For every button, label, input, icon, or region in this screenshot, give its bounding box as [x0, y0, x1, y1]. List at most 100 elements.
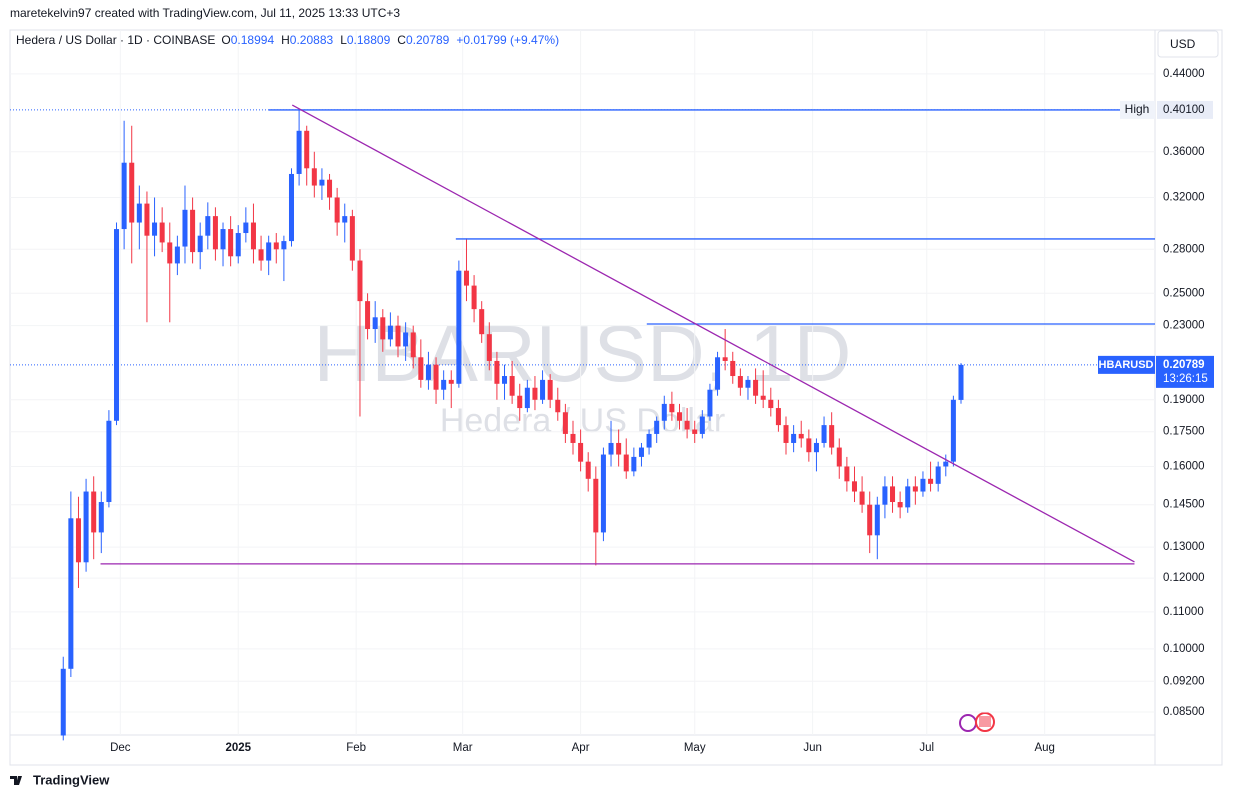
candle-body [882, 486, 888, 505]
footer-logo [10, 776, 22, 785]
candle-body [532, 387, 538, 400]
candle-body [798, 433, 804, 439]
candle-body [935, 466, 941, 484]
candle-body [319, 179, 325, 186]
candle-body [486, 334, 492, 361]
y-tick-label: 0.09200 [1163, 675, 1205, 687]
candle-body [570, 433, 576, 443]
candle-body [806, 438, 812, 453]
candle-body [235, 233, 241, 257]
y-tick-label: 0.12000 [1163, 572, 1205, 584]
candle-body [737, 376, 743, 388]
ohlc-field-value: 0.18994 [231, 33, 275, 47]
candle-body [441, 379, 447, 390]
candle-body [540, 379, 546, 400]
ohlc-field-label: C [397, 33, 406, 47]
candle-body [463, 270, 469, 286]
ohlc-field-label: H [281, 33, 290, 47]
candle-body [707, 389, 713, 417]
symbol-tag [1098, 355, 1155, 374]
candle-body [874, 504, 880, 536]
candle-body [258, 249, 264, 261]
attribution: maretekelvin97 created with TradingView.… [10, 6, 400, 20]
x-tick-label: Feb [346, 742, 366, 754]
candle-body [585, 461, 591, 479]
x-tick-label: Aug [1034, 742, 1054, 754]
candle-body [608, 442, 614, 455]
candle-body [684, 420, 690, 430]
y-tick-label: 0.36000 [1163, 146, 1205, 158]
candle-body [813, 442, 819, 453]
candle-body [562, 412, 568, 434]
candle-body [349, 216, 355, 261]
candle-body [631, 456, 637, 472]
event-icons [959, 712, 995, 732]
currency-label[interactable]: USD [1170, 37, 1196, 51]
candle-body [182, 209, 188, 247]
candle-body [791, 433, 797, 443]
y-tick-label: 0.28000 [1163, 243, 1205, 255]
y-tick-label: 0.08500 [1163, 706, 1205, 718]
candle-body [357, 260, 363, 302]
candle-body [661, 403, 667, 421]
x-tick-label: Dec [110, 742, 131, 754]
candle-body [129, 162, 135, 223]
y-tick-label: 0.16000 [1163, 461, 1205, 473]
currency-button[interactable] [1157, 30, 1219, 58]
candle-body [890, 486, 896, 503]
candle-body [98, 502, 104, 533]
candle-body [311, 168, 317, 186]
candle-body [578, 442, 584, 462]
candle-body [616, 442, 622, 455]
x-tick-label: May [684, 742, 706, 754]
candle-body [479, 309, 485, 335]
candle-body [943, 461, 949, 467]
candle-body [722, 357, 728, 361]
chart-frame [9, 29, 1223, 766]
candle-body [502, 376, 508, 384]
candle-body [418, 357, 424, 380]
y-tick-label: 0.10000 [1163, 643, 1205, 655]
candle-body [60, 668, 66, 736]
ohlc-field-label: L [340, 33, 347, 47]
y-tick-label: 0.25000 [1163, 287, 1205, 299]
candle-body [250, 222, 256, 250]
candle-body [410, 332, 416, 358]
candle-body [228, 229, 234, 257]
candle-body [669, 403, 675, 413]
candle-body [144, 203, 150, 236]
y-tick-label: 0.23000 [1163, 320, 1205, 332]
candle-body [836, 447, 842, 467]
candle-body [638, 447, 644, 457]
candle-body [197, 235, 203, 253]
candle-body [745, 379, 751, 388]
candle-body [715, 357, 721, 390]
trend-line [291, 104, 1135, 563]
price-change: +0.01799 (+9.47%) [456, 33, 559, 47]
candle-body [524, 387, 530, 409]
candle-body [433, 364, 439, 390]
high-tag-label: High [1125, 102, 1150, 116]
candle-body [448, 379, 454, 384]
candle-body [296, 130, 302, 174]
candle-body [372, 317, 378, 330]
candle-body [867, 504, 873, 536]
candle-body [114, 229, 120, 421]
candle-body [152, 222, 158, 236]
y-tick-label: 0.11000 [1163, 606, 1204, 618]
y-tick-label: 0.17500 [1163, 426, 1205, 438]
candle-body [676, 412, 683, 421]
high-tag [1120, 100, 1155, 119]
x-tick-label: Jun [803, 742, 822, 754]
candle-body [509, 376, 515, 396]
x-tick-label: Mar [453, 742, 473, 754]
ohlc-field-value: 0.20883 [290, 33, 334, 47]
candle-body [220, 229, 226, 250]
watermark-subtitle: Hedera / US Dollar [440, 402, 725, 440]
candle-body [593, 478, 599, 533]
y-tick-label: 0.13000 [1163, 541, 1205, 553]
candle-body [859, 491, 865, 505]
candle-body [281, 241, 287, 250]
candle-body [775, 408, 781, 426]
